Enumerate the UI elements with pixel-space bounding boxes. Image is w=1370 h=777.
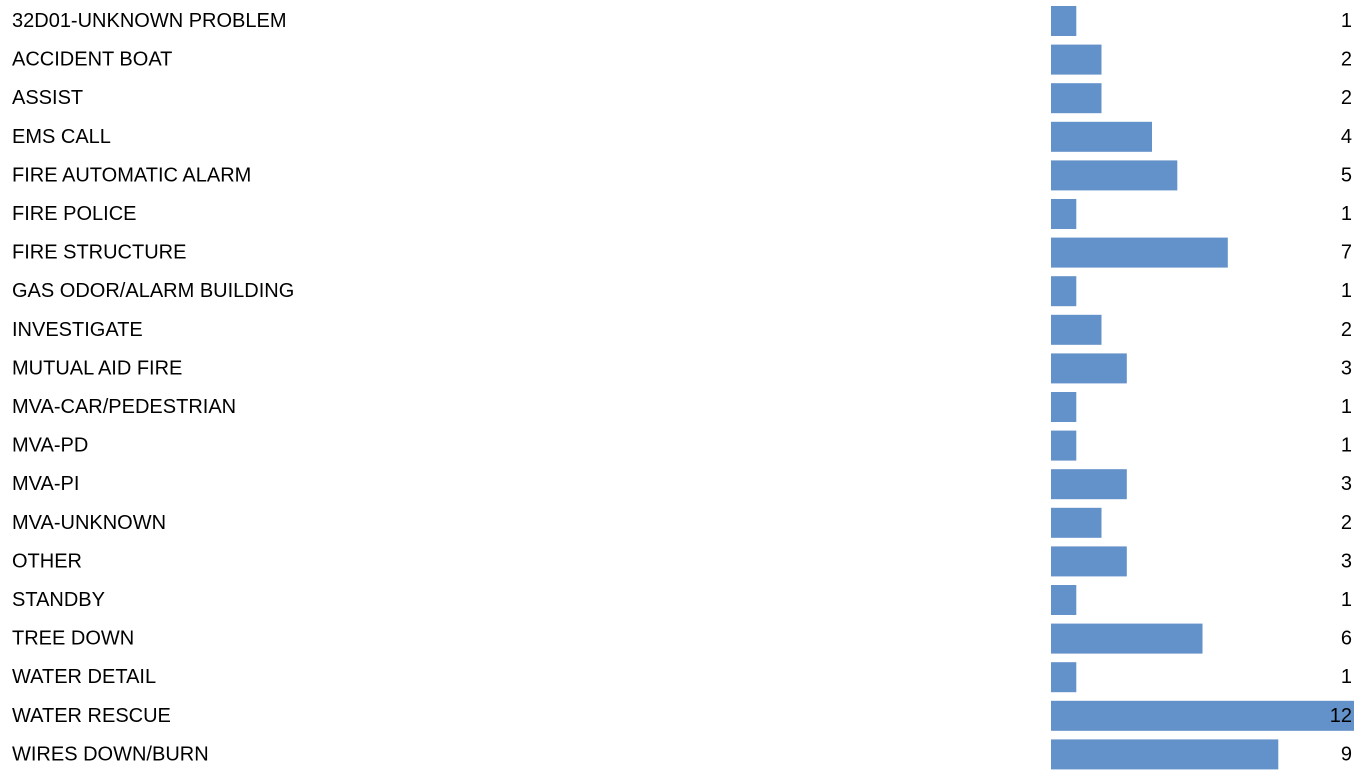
category-label: FIRE STRUCTURE [12,242,186,264]
bar [1051,160,1178,191]
category-label: WIRES DOWN/BURN [12,743,209,765]
bar [1051,353,1127,384]
value-label: 1 [1341,280,1352,302]
value-label: 4 [1341,126,1352,148]
category-label: 32D01-UNKNOWN PROBLEM [12,10,287,32]
bar [1051,237,1228,268]
bar [1051,314,1102,345]
category-label: MVA-PI [12,473,79,495]
bar [1051,700,1354,731]
value-label: 3 [1341,357,1352,379]
value-label: 6 [1341,628,1352,650]
category-label: ASSIST [12,87,83,109]
category-label: WATER DETAIL [12,666,156,688]
bar [1051,276,1077,307]
bar [1051,392,1077,422]
category-label: EMS CALL [12,126,111,148]
bar [1051,623,1203,654]
category-label: FIRE POLICE [12,203,136,225]
bar [1051,199,1077,229]
value-label: 1 [1341,396,1352,418]
bar [1051,430,1077,461]
value-label: 2 [1341,512,1352,534]
value-label: 3 [1341,550,1352,572]
bar [1051,546,1127,577]
category-label: TREE DOWN [12,628,134,650]
bar [1051,44,1102,75]
bar [1051,507,1102,538]
category-label: FIRE AUTOMATIC ALARM [12,164,251,186]
value-label: 1 [1341,666,1352,688]
category-label: INVESTIGATE [12,319,143,341]
value-label: 7 [1341,242,1352,264]
bar [1051,662,1077,693]
value-label: 2 [1341,319,1352,341]
category-label: MVA-PD [12,435,88,457]
bar [1051,121,1152,152]
bar [1051,469,1127,500]
value-label: 2 [1341,87,1352,109]
value-label: 3 [1341,473,1352,495]
value-label: 5 [1341,164,1352,186]
bar [1051,585,1077,615]
value-label: 1 [1341,435,1352,457]
category-label: OTHER [12,550,82,572]
category-label: MUTUAL AID FIRE [12,357,182,379]
category-label: ACCIDENT BOAT [12,49,172,71]
category-label: STANDBY [12,589,105,611]
value-label: 2 [1341,49,1352,71]
value-label: 1 [1341,10,1352,32]
value-label: 1 [1341,589,1352,611]
category-label: WATER RESCUE [12,705,171,727]
category-label: GAS ODOR/ALARM BUILDING [12,280,294,302]
bar [1051,739,1279,770]
value-label: 12 [1330,705,1352,727]
bar [1051,83,1102,114]
bar [1051,6,1077,36]
value-label: 9 [1341,743,1352,765]
value-label: 1 [1341,203,1352,225]
category-label: MVA-UNKNOWN [12,512,166,534]
category-label: MVA-CAR/PEDESTRIAN [12,396,236,418]
